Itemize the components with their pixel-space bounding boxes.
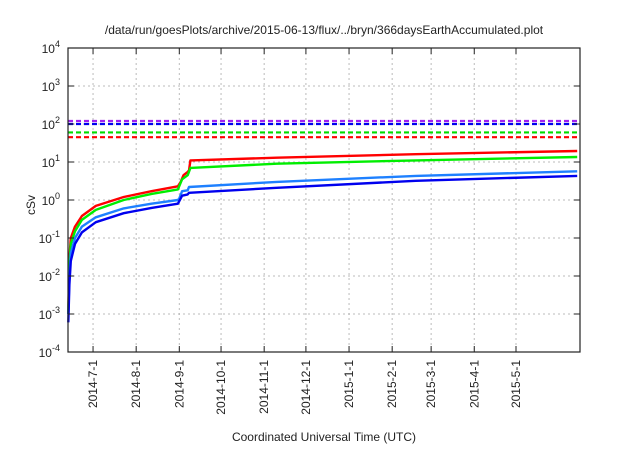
x-tick-label: 2014-11-1 <box>257 360 271 414</box>
x-tick-label: 2014-12-1 <box>299 360 313 415</box>
y-tick-label: 104 <box>42 39 60 56</box>
grid <box>68 48 580 352</box>
y-tick-label: 10-4 <box>39 343 60 360</box>
y-tick-label: 103 <box>42 77 60 94</box>
threshold-lines <box>68 119 580 139</box>
y-tick-label: 102 <box>42 115 60 132</box>
x-tick-label: 2015-4-1 <box>467 360 481 408</box>
x-tick-label: 2015-5-1 <box>509 360 523 408</box>
x-tick-label: 2014-9-1 <box>172 360 186 408</box>
y-tick-label: 10-3 <box>39 305 60 322</box>
chart-title: /data/run/goesPlots/archive/2015-06-13/f… <box>105 23 544 37</box>
y-axis: 10-4 10-3 10-2 10-1 100 101 102 103 104 <box>39 39 580 360</box>
x-axis: 2014-7-1 2014-8-1 2014-9-1 2014-10-1 2014-11… <box>86 48 523 415</box>
y-tick-label: 10-2 <box>39 267 60 284</box>
series-line <box>67 174 578 323</box>
series-lines <box>67 149 578 323</box>
x-tick-label: 2015-2-1 <box>385 360 399 408</box>
series-line <box>67 170 578 315</box>
y-tick-label: 100 <box>42 191 60 208</box>
y-axis-label: cSv <box>24 195 38 215</box>
series-line <box>67 149 578 315</box>
x-axis-label: Coordinated Universal Time (UTC) <box>232 430 416 444</box>
x-tick-label: 2014-7-1 <box>86 360 100 408</box>
y-tick-label: 101 <box>42 153 60 170</box>
x-tick-label: 2014-10-1 <box>214 360 228 415</box>
x-tick-label: 2015-1-1 <box>342 360 356 408</box>
y-tick-label: 10-1 <box>39 229 60 246</box>
series-line <box>67 155 578 315</box>
x-tick-label: 2015-3-1 <box>424 360 438 408</box>
x-tick-label: 2014-8-1 <box>129 360 143 408</box>
